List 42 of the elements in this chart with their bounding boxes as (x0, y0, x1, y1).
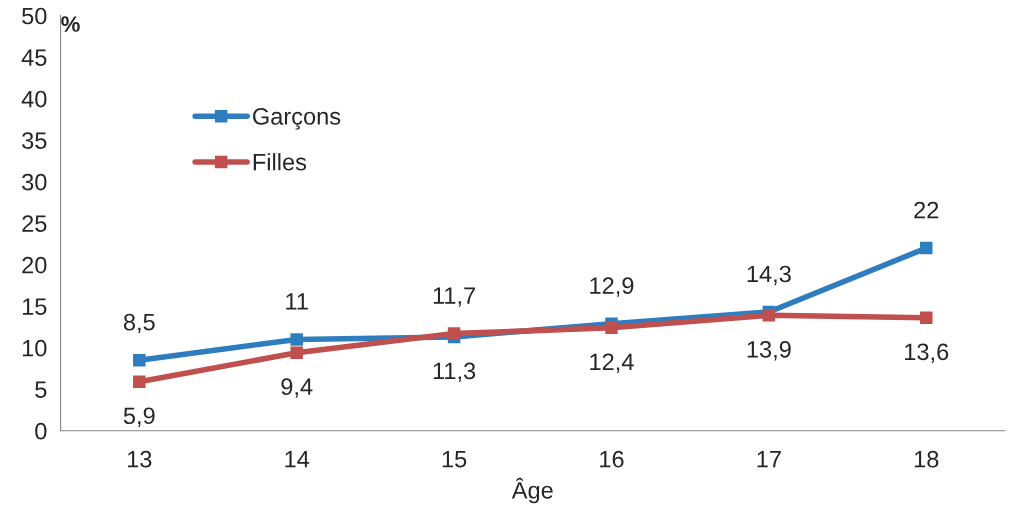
legend-label: Garçons (253, 108, 341, 130)
x-tick-label: 17 (757, 451, 781, 468)
y-tick-label: 25 (22, 215, 47, 232)
data-label: 13,9 (747, 340, 791, 361)
data-label: 12,4 (590, 353, 634, 373)
x-tick-label: 18 (914, 450, 939, 468)
point (290, 346, 303, 359)
y-tick-label: 20 (22, 256, 47, 274)
point (290, 333, 303, 346)
point (762, 309, 776, 322)
data-label: 12,9 (590, 277, 634, 297)
y-tick-label: 10 (22, 339, 47, 357)
data-label: 11,7 (433, 287, 475, 307)
x-tick-label: 13 (127, 450, 152, 468)
data-label: 8,5 (123, 313, 155, 334)
point (605, 321, 618, 335)
y-tick-label: 35 (22, 132, 47, 149)
point (447, 327, 461, 340)
data-label: 11,3 (433, 362, 476, 383)
x-tick-label: 15 (442, 451, 467, 468)
x-tick-label: 16 (600, 450, 624, 468)
point (133, 375, 146, 389)
x-tick-label: 14 (285, 451, 310, 468)
y-tick-label: 5 (35, 381, 47, 399)
data-label: 14,3 (747, 265, 791, 286)
y-tick-label: 50 (22, 7, 47, 25)
y-tick-label: 0 (35, 422, 47, 440)
data-label: 11 (286, 293, 308, 310)
data-label: 5,9 (123, 407, 155, 427)
x-axis-title: Âge (511, 477, 553, 504)
point (920, 241, 933, 255)
y-tick-label: 45 (21, 49, 47, 66)
data-label: 22 (914, 201, 939, 219)
data-label: 9,4 (281, 378, 313, 398)
y-axis-title: % (61, 16, 80, 32)
data-label: 13,6 (905, 343, 949, 363)
legend-label: Filles (253, 153, 307, 171)
point (920, 311, 933, 325)
y-tick-label: 15 (22, 298, 47, 315)
point (133, 353, 146, 367)
y-tick-label: 30 (22, 173, 47, 191)
y-tick-label: 40 (21, 90, 47, 108)
